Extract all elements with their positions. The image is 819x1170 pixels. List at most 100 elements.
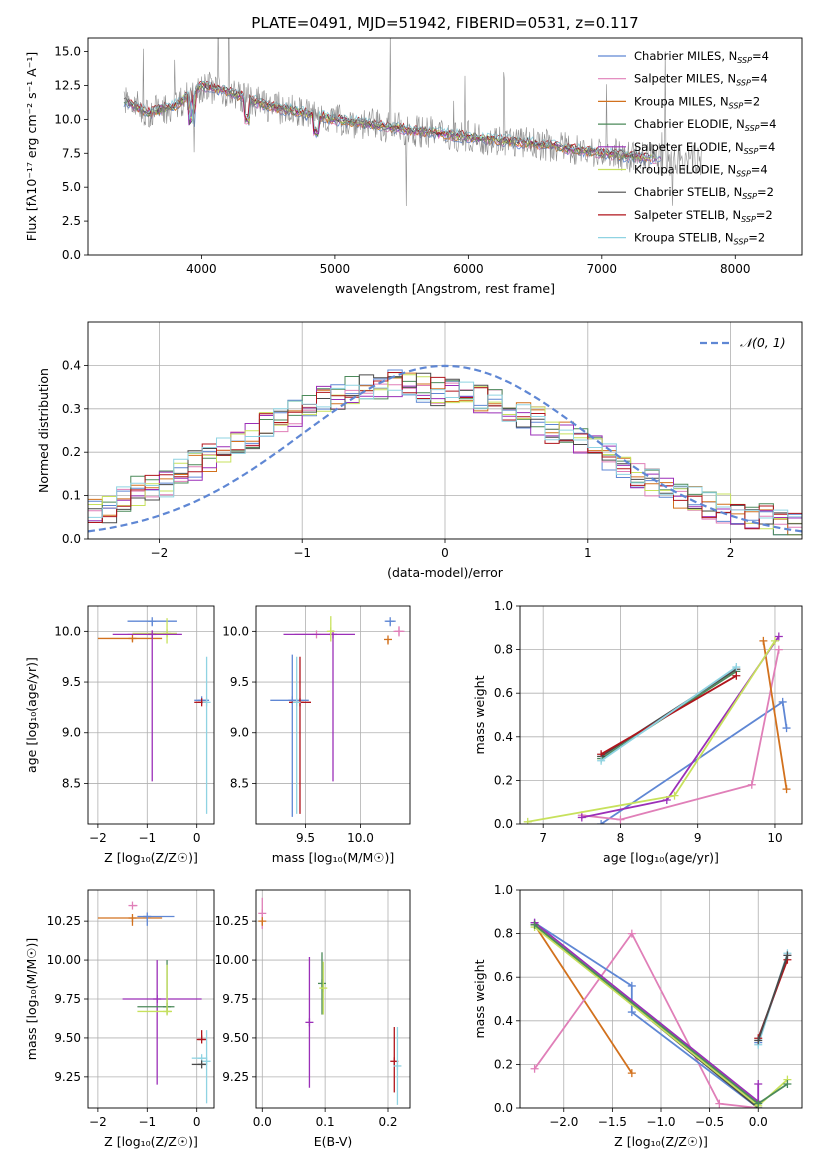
point-marker <box>670 791 679 800</box>
x-tick-label: 7 <box>539 831 547 845</box>
x-tick-label: −0.5 <box>695 1115 724 1129</box>
x-tick-label: −1.0 <box>646 1115 675 1129</box>
y-tick-label: 0.2 <box>62 445 81 459</box>
error-bar <box>318 952 326 1015</box>
point-marker <box>627 929 636 938</box>
y-tick-label: 9.0 <box>62 726 81 740</box>
legend-label: Kroupa ELODIE, NSSP=4 <box>634 163 768 179</box>
x-axis-label: Z [log₁₀(Z/Z☉)] <box>614 1134 708 1149</box>
y-tick-label: 10.00 <box>47 953 81 967</box>
weight_vs_Z-plot-area <box>520 890 802 1108</box>
error-bar <box>97 634 163 643</box>
y-tick-label: 0.6 <box>494 970 513 984</box>
mass_vs_EBV-axes: 0.0 0.1 0.2 9.25 9.50 9.75 10.00 10.25 E(B-V) <box>215 889 411 1149</box>
spectrum-plot-area <box>123 38 703 207</box>
y-tick-label: 9.75 <box>222 992 249 1006</box>
point-marker <box>577 813 586 822</box>
point-marker <box>774 632 783 641</box>
point-marker <box>732 663 741 672</box>
y-axis-label: mass weight <box>472 959 487 1038</box>
point-marker <box>627 1069 636 1078</box>
y-tick-label: 9.75 <box>54 992 81 1006</box>
x-axis-label: age [log₁₀(age/yr)] <box>603 850 719 865</box>
legend-label: 𝒩(0, 1) <box>740 335 786 350</box>
point-marker <box>530 920 539 929</box>
age_vs_Z-frame <box>87 605 215 825</box>
weight-series-line <box>762 640 788 790</box>
error-bar <box>196 1030 207 1044</box>
point-marker <box>523 817 532 824</box>
y-tick-label: 0.4 <box>494 730 513 744</box>
age_vs_Z-axes: −2 −1 0 8.5 9.0 9.5 10.0 Z [log₁₀(Z/Z☉)] age [lo… <box>24 605 215 865</box>
residuals-plot-area <box>88 322 802 539</box>
x-tick-label: −1 <box>293 546 311 560</box>
y-tick-label: 0.1 <box>62 489 81 503</box>
y-tick-label: 0.0 <box>494 1101 513 1115</box>
x-tick-label: 6000 <box>453 262 484 276</box>
point-marker <box>778 697 787 706</box>
error-bar <box>132 618 177 644</box>
error-bar <box>191 1060 207 1069</box>
x-axis-label: Z [log₁₀(Z/Z☉)] <box>104 850 198 865</box>
x-tick-label: 10 <box>767 831 782 845</box>
error-bar <box>305 956 314 1088</box>
weight-series-line <box>600 700 788 824</box>
age_vs_mass-frame <box>255 605 411 825</box>
error-bar <box>137 960 175 1015</box>
spectrum-frame <box>87 37 803 256</box>
weight_vs_Z-axes: −2.0 −1.5 −1.0 −0.5 0.0 0.0 0.2 0.4 0.6 0.8 1.0 Z [… <box>472 883 803 1149</box>
y-tick-label: 10.25 <box>215 914 249 928</box>
x-tick-label: 4000 <box>186 262 217 276</box>
legend: Chabrier MILES, NSSP=4 Salpeter MILES, NS… <box>598 49 776 247</box>
error-bar <box>384 635 392 645</box>
y-axis-label: mass [log₁₀(M/M☉)] <box>24 938 39 1060</box>
y-tick-label: 7.5 <box>62 146 81 160</box>
error-bar <box>137 912 175 926</box>
y-tick-label: 9.25 <box>222 1070 249 1084</box>
weight-series-line <box>581 635 780 819</box>
mass_vs_EBV-frame <box>255 889 411 1109</box>
y-tick-label: 12.5 <box>54 78 81 92</box>
y-tick-label: 9.50 <box>54 1031 81 1045</box>
error-bar <box>270 654 309 817</box>
point-marker <box>732 671 741 680</box>
x-tick-label: 9.5 <box>296 831 315 845</box>
legend-label: Salpeter ELODIE, NSSP=4 <box>634 140 775 156</box>
y-tick-label: 9.0 <box>230 726 249 740</box>
point-marker <box>774 645 783 654</box>
x-axis-label: mass [log₁₀(M/M☉)] <box>272 850 394 865</box>
legend-label: Chabrier ELODIE, NSSP=4 <box>634 117 776 133</box>
y-tick-label: 10.0 <box>54 112 81 126</box>
y-tick-label: 0.0 <box>494 817 513 831</box>
weight-series-line <box>533 924 633 1074</box>
y-tick-label: 9.25 <box>54 1070 81 1084</box>
legend-label: Salpeter MILES, NSSP=4 <box>634 72 768 88</box>
y-tick-label: 10.00 <box>215 953 249 967</box>
error-bar <box>384 617 396 627</box>
x-tick-label: 0 <box>441 546 449 560</box>
point-marker <box>770 636 779 645</box>
x-tick-label: 1 <box>584 546 592 560</box>
y-tick-label: 0.4 <box>62 358 81 372</box>
normal-distribution-curve <box>88 364 802 533</box>
error-bar <box>128 901 138 910</box>
x-tick-label: 0 <box>193 831 201 845</box>
age_vs_mass-axes: 9.5 10.0 8.5 9.0 9.5 10.0 mass [log₁₀(M/M☉)] <box>222 605 411 865</box>
y-tick-label: 0.3 <box>62 402 81 416</box>
y-tick-label: 9.5 <box>230 675 249 689</box>
y-tick-label: 5.0 <box>62 180 81 194</box>
y-tick-label: 2.5 <box>62 214 81 228</box>
mass_vs_EBV-plot-area <box>256 890 410 1108</box>
y-tick-label: 0.4 <box>494 1014 513 1028</box>
y-tick-label: 8.5 <box>62 776 81 790</box>
point-marker <box>783 1080 792 1089</box>
y-tick-label: 0.2 <box>494 1057 513 1071</box>
point-marker <box>754 1099 763 1108</box>
y-axis-label: Normed distribution <box>36 368 51 493</box>
y-axis-label: mass weight <box>472 675 487 754</box>
weight_vs_age-frame <box>519 605 803 825</box>
legend-label: Kroupa STELIB, NSSP=2 <box>634 231 765 247</box>
point-marker <box>747 780 756 789</box>
weight_vs_Z-frame <box>519 889 803 1109</box>
